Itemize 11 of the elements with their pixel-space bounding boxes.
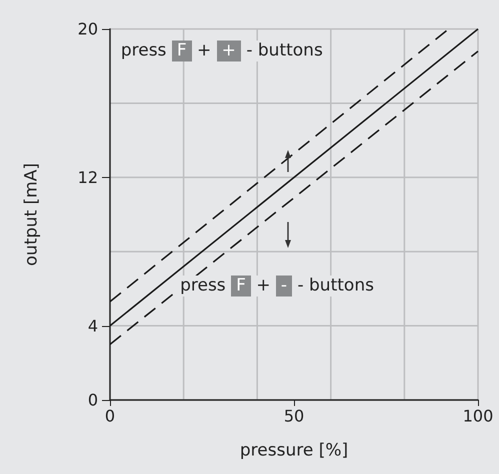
y-axis-title: output [mA] bbox=[22, 163, 42, 266]
y-tick-label: 4 bbox=[88, 316, 98, 336]
x-axis-title: pressure [%] bbox=[240, 440, 348, 460]
annotation: press F + + - buttons bbox=[120, 40, 323, 62]
x-tick-label: 100 bbox=[462, 406, 494, 426]
y-tick-label: 0 bbox=[88, 390, 98, 410]
x-tick-label: 0 bbox=[104, 406, 116, 426]
y-tick-label: 12 bbox=[78, 168, 98, 187]
x-tick-label: 50 bbox=[284, 406, 304, 426]
annotation: press F + - - buttons bbox=[180, 275, 374, 296]
y-tick-label: 20 bbox=[78, 20, 98, 38]
